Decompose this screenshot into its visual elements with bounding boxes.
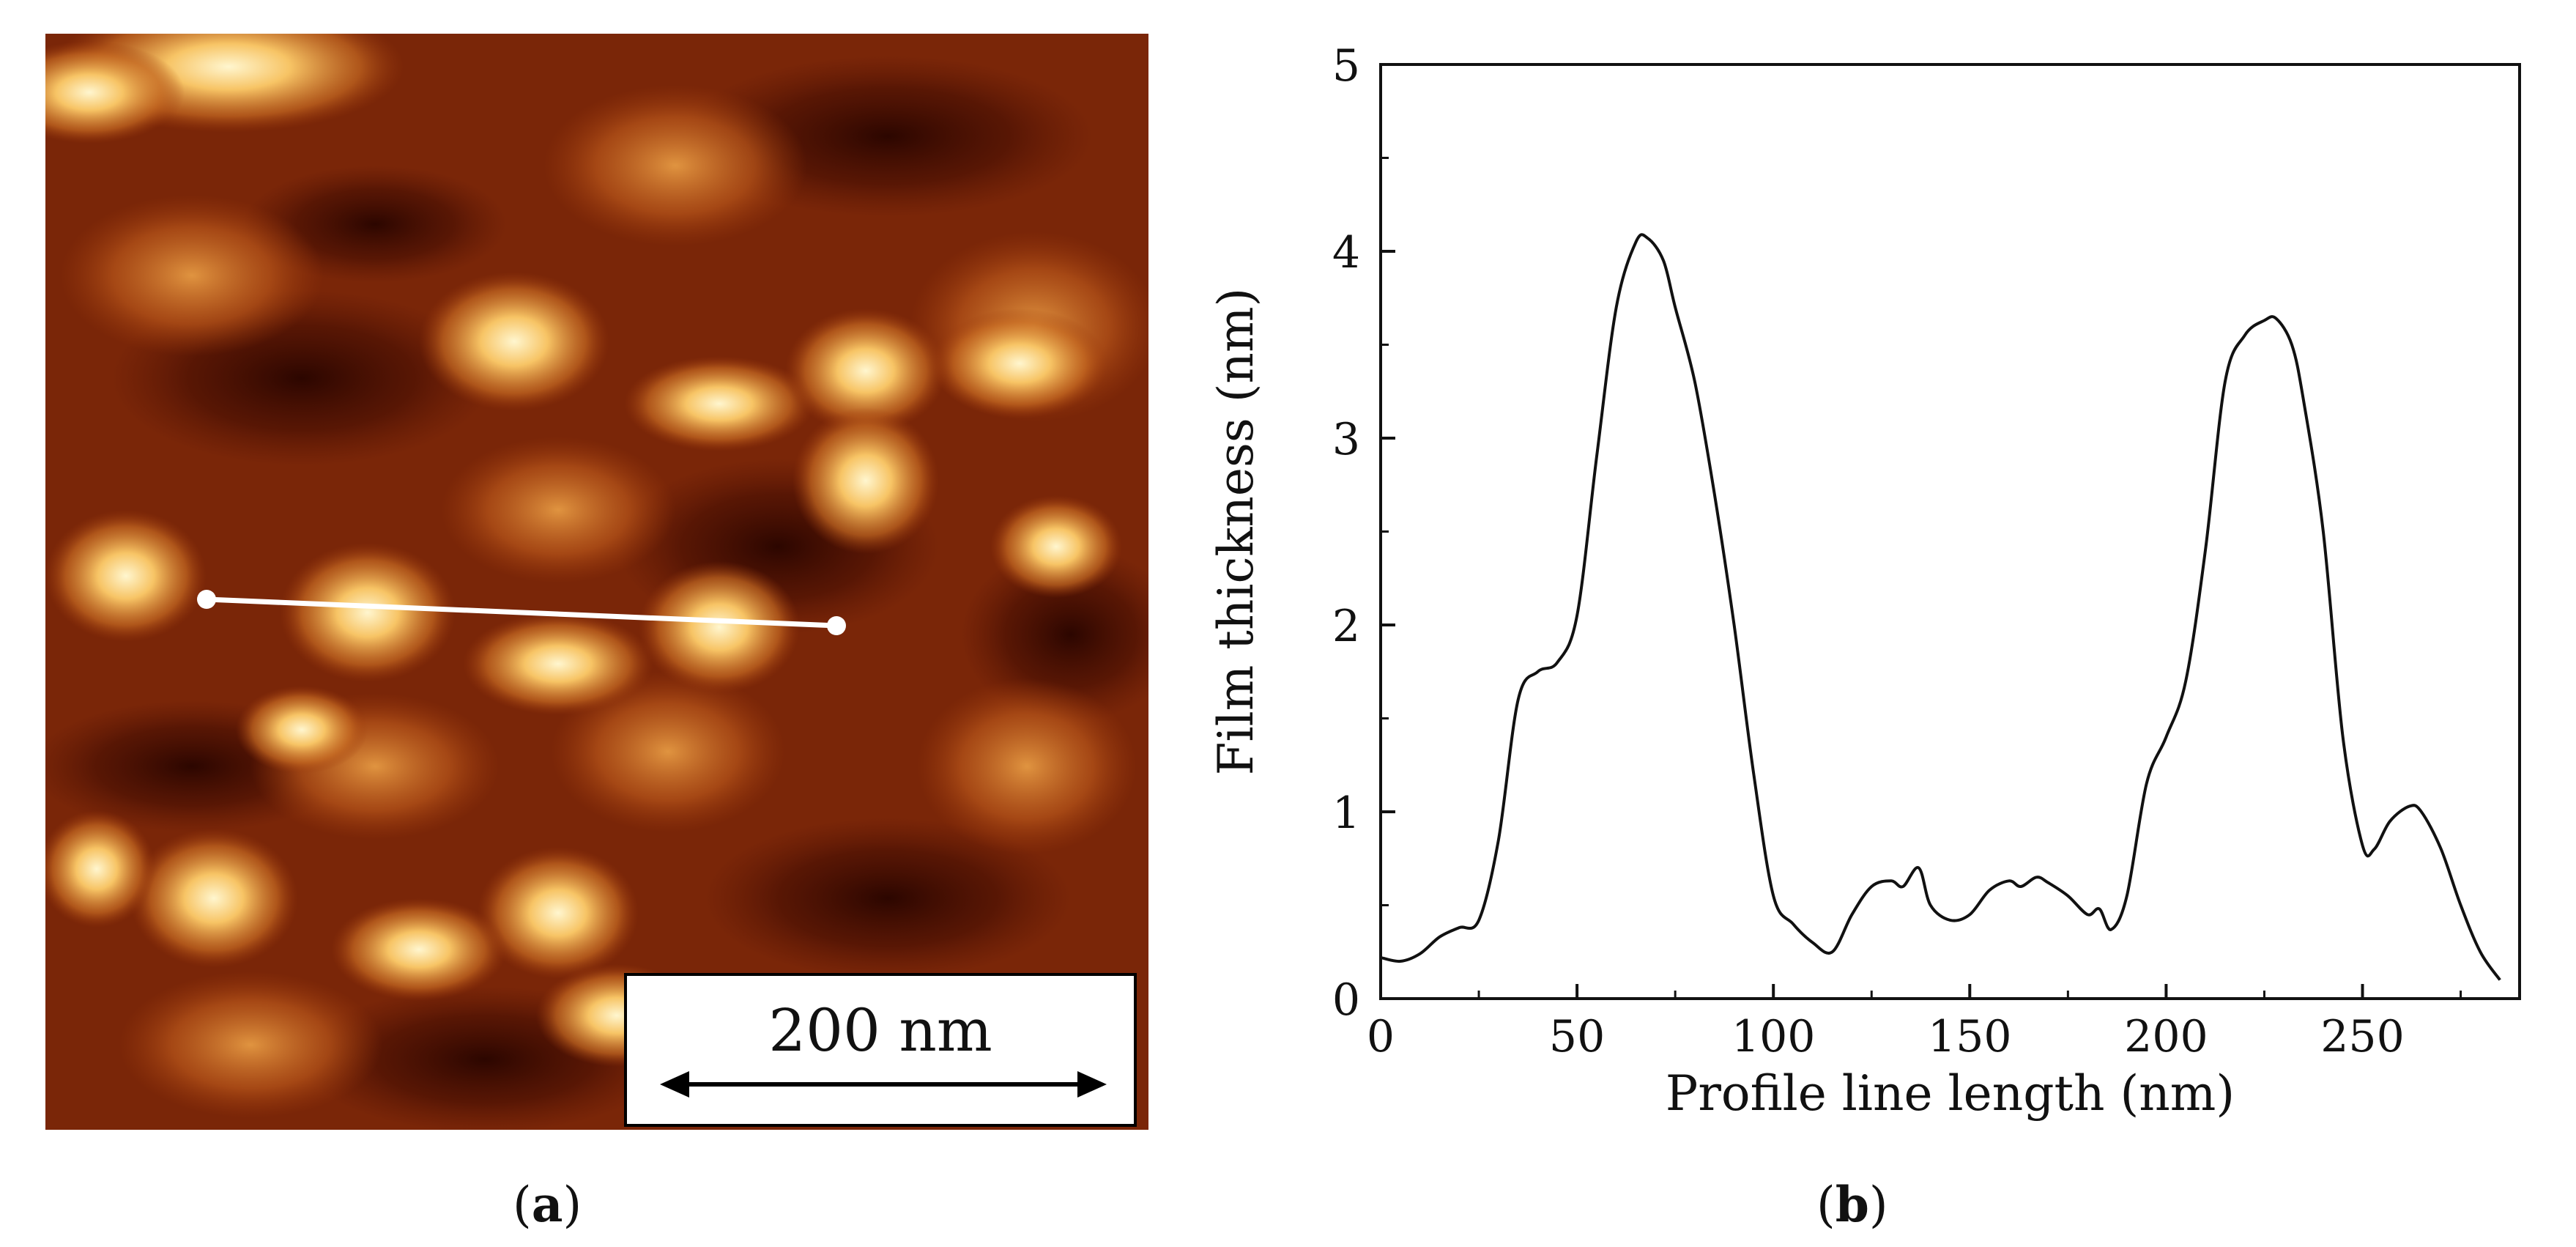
scale-bar-box: 200 nm bbox=[624, 973, 1137, 1127]
y-axis-ticks: 0 1 2 3 4 5 bbox=[1332, 40, 1395, 1026]
y-tick-label: 4 bbox=[1332, 227, 1360, 278]
x-tick-label: 100 bbox=[1731, 1011, 1816, 1062]
y-axis-label: Film thickness (nm) bbox=[1208, 288, 1264, 776]
panel-a-caption: (a) bbox=[513, 1176, 582, 1233]
panel-b-caption: (b) bbox=[1816, 1176, 1888, 1233]
y-tick-label: 5 bbox=[1332, 40, 1360, 92]
chart-frame bbox=[1379, 63, 2521, 1000]
profile-line-start-marker bbox=[197, 590, 216, 609]
x-tick-label: 250 bbox=[2320, 1011, 2405, 1062]
afm-dark-regions bbox=[45, 56, 1148, 1130]
series-lines bbox=[1380, 233, 2501, 981]
x-axis-ticks: 0 50 100 150 200 250 bbox=[1367, 984, 2462, 1062]
x-tick-label: 200 bbox=[2124, 1011, 2208, 1062]
panel-b-caption-letter: b bbox=[1835, 1176, 1869, 1233]
x-tick-label: 0 bbox=[1367, 1011, 1395, 1062]
afm-bright-grains bbox=[45, 34, 1122, 1067]
panel-a-caption-letter: a bbox=[531, 1176, 563, 1233]
y-tick-label: 2 bbox=[1332, 601, 1360, 652]
y-tick-label: 0 bbox=[1332, 974, 1360, 1026]
profile-line-end-marker bbox=[827, 616, 846, 635]
afm-image-panel: 200 nm bbox=[45, 34, 1148, 1130]
scale-bar-label: 200 nm bbox=[768, 996, 992, 1065]
x-axis-label: Profile line length (nm) bbox=[1666, 1065, 2235, 1122]
x-tick-label: 150 bbox=[1928, 1011, 2012, 1062]
series-line-profile bbox=[1380, 233, 2501, 981]
double-arrow-icon bbox=[660, 1071, 1107, 1098]
x-tick-label: 50 bbox=[1549, 1011, 1605, 1062]
plot-area-border bbox=[1379, 63, 2521, 1000]
y-tick-label: 1 bbox=[1332, 788, 1360, 839]
afm-topography-image bbox=[45, 34, 1148, 1130]
profile-line bbox=[197, 590, 846, 635]
y-tick-label: 3 bbox=[1332, 414, 1360, 465]
profile-chart: 0 1 2 3 4 5 0 50 100 150 200 250 Profile line leng… bbox=[1208, 40, 2521, 1122]
